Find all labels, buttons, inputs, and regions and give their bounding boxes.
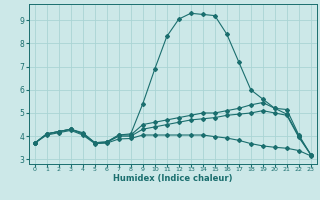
X-axis label: Humidex (Indice chaleur): Humidex (Indice chaleur) (113, 174, 233, 183)
